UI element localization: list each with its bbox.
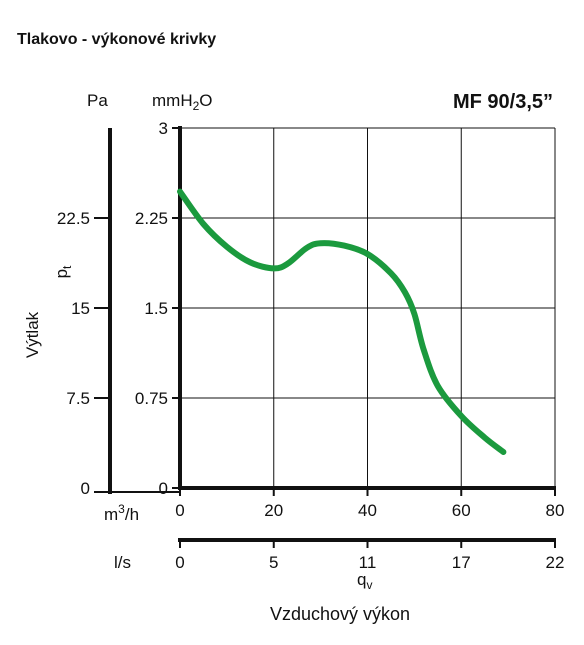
y-axis-ticks: 0 0.75 1.5 2.25 3 xyxy=(135,119,180,498)
pa-tick-label: 15 xyxy=(71,299,90,318)
ls-tick-label: 5 xyxy=(269,553,278,572)
ls-tick-label: 0 xyxy=(175,553,184,572)
ls-axis-ticks: 0 5 11 17 22 xyxy=(175,540,564,572)
ls-unit-label: l/s xyxy=(114,553,131,572)
mmh2o-unit-label: mmH2O xyxy=(152,91,213,113)
grid xyxy=(180,127,556,488)
x-axis-title: Vzduchový výkon xyxy=(270,604,410,624)
y-axis-title: Výtlak xyxy=(23,311,42,358)
ls-tick-label: 17 xyxy=(452,553,471,572)
y-tick-label: 3 xyxy=(159,119,168,138)
y-tick-label: 2.25 xyxy=(135,209,168,228)
x-tick-label: 60 xyxy=(452,501,471,520)
pressure-curve-series xyxy=(177,188,507,455)
x-tick-label: 80 xyxy=(546,501,565,520)
ls-tick-label: 22 xyxy=(546,553,565,572)
pa-unit-label: Pa xyxy=(87,91,108,110)
pa-tick-label: 22.5 xyxy=(57,209,90,228)
pa-axis-ticks: 0 7.5 15 22.5 xyxy=(57,209,110,498)
pa-tick-label: 0 xyxy=(81,479,90,498)
x-axis-ticks: 0 20 40 60 80 xyxy=(175,488,564,520)
flow-symbol: qv xyxy=(357,570,372,592)
ls-tick-label: 11 xyxy=(359,553,377,572)
model-label: MF 90/3,5” xyxy=(453,91,553,113)
y-tick-label: 0.75 xyxy=(135,389,168,408)
pa-tick-label: 7.5 xyxy=(66,389,90,408)
x-tick-label: 20 xyxy=(264,501,283,520)
y-tick-label: 0 xyxy=(159,479,168,498)
x-unit-label: m3/h xyxy=(104,502,139,524)
pressure-symbol: pt xyxy=(52,265,74,278)
x-tick-label: 40 xyxy=(358,501,377,520)
x-tick-label: 0 xyxy=(175,501,184,520)
page-title: Tlakovo - výkonové krivky xyxy=(17,31,216,48)
y-tick-label: 1.5 xyxy=(144,299,168,318)
